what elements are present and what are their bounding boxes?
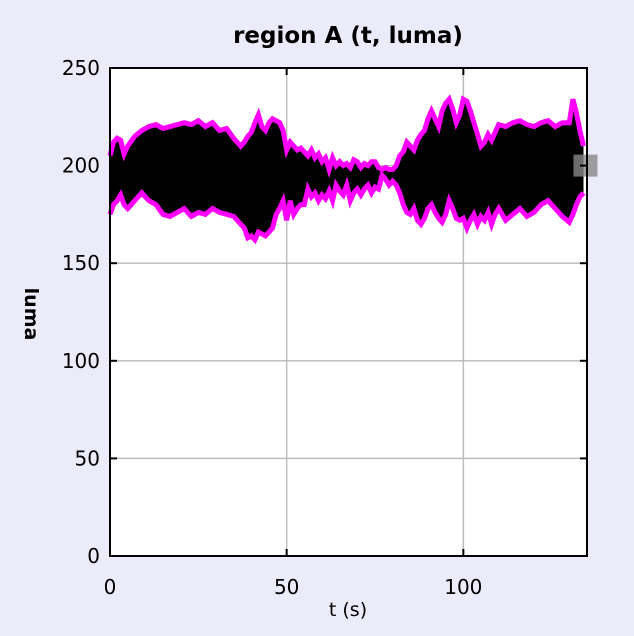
upper-envelope-line [107, 94, 586, 179]
plot-frame [109, 67, 588, 557]
lower-envelope-line [107, 170, 586, 245]
chart-title: region A (t, luma) [233, 23, 463, 49]
x-tick-label-2: 100 [444, 575, 482, 599]
y-tick-label-1: 50 [75, 446, 100, 470]
y-axis-label: luma [20, 288, 42, 341]
x-tick-labels: 0 50 100 [104, 575, 483, 599]
y-tick-label-4: 200 [62, 154, 100, 178]
y-tick-label-0: 0 [87, 544, 100, 568]
x-tick-label-0: 0 [104, 575, 117, 599]
x-tick-label-1: 50 [274, 575, 299, 599]
y-tick-label-5: 250 [62, 56, 100, 80]
y-tick-label-2: 100 [62, 349, 100, 373]
axis-ticks [109, 67, 587, 557]
x-axis-label: t (s) [329, 599, 367, 621]
y-tick-labels: 0 50 100 150 200 250 [62, 56, 100, 568]
y-tick-label-3: 150 [62, 251, 100, 275]
